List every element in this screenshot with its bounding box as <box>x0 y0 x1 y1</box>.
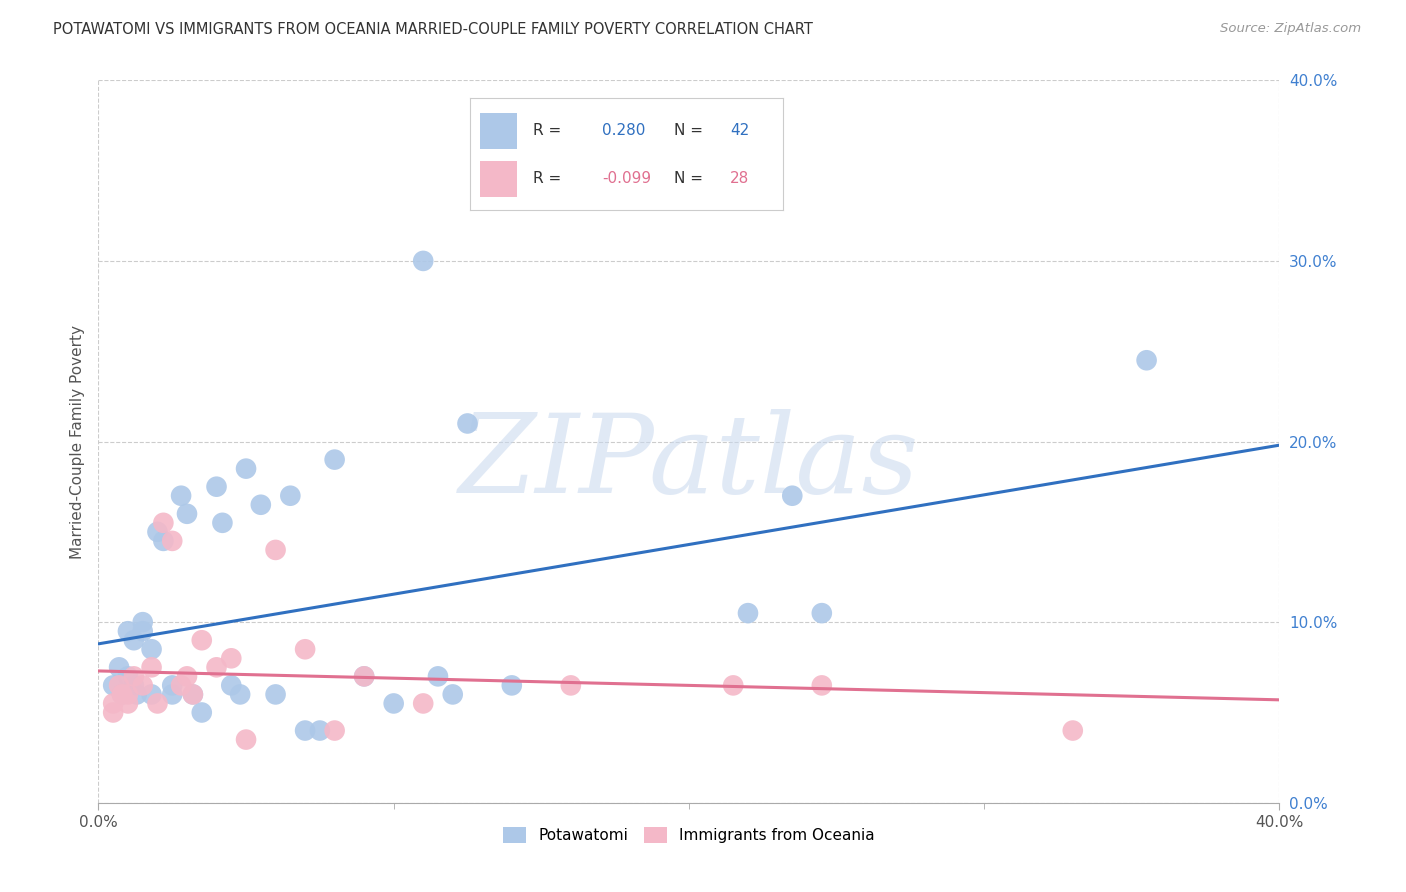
Point <box>117 669 139 683</box>
Point <box>723 678 745 692</box>
Point <box>191 633 214 648</box>
Point <box>235 461 257 475</box>
Point <box>412 254 434 268</box>
Point <box>162 678 183 692</box>
Point <box>108 678 131 692</box>
Text: POTAWATOMI VS IMMIGRANTS FROM OCEANIA MARRIED-COUPLE FAMILY POVERTY CORRELATION : POTAWATOMI VS IMMIGRANTS FROM OCEANIA MA… <box>53 22 813 37</box>
Point <box>221 678 243 692</box>
Point <box>441 687 464 701</box>
Point <box>132 615 155 630</box>
Point <box>162 533 183 548</box>
Point <box>122 669 145 683</box>
Point <box>170 489 193 503</box>
Point <box>1062 723 1084 738</box>
Point <box>294 642 316 657</box>
Point <box>141 660 163 674</box>
Point <box>737 606 759 620</box>
Point <box>191 706 214 720</box>
Point <box>782 489 804 503</box>
Point <box>294 723 316 738</box>
Point <box>146 697 169 711</box>
Point <box>810 678 832 692</box>
Legend: Potawatomi, Immigrants from Oceania: Potawatomi, Immigrants from Oceania <box>498 822 880 849</box>
Point <box>205 660 228 674</box>
Point <box>132 678 155 692</box>
Point <box>309 723 332 738</box>
Point <box>382 697 405 711</box>
Y-axis label: Married-Couple Family Poverty: Married-Couple Family Poverty <box>69 325 84 558</box>
Point <box>103 697 125 711</box>
Point <box>1136 353 1159 368</box>
Point <box>810 606 832 620</box>
Point <box>264 687 287 701</box>
Point <box>264 542 287 557</box>
Point <box>132 624 155 639</box>
Point <box>560 678 582 692</box>
Point <box>235 732 257 747</box>
Point <box>152 533 174 548</box>
Point <box>181 687 204 701</box>
Point <box>323 452 346 467</box>
Point <box>162 687 183 701</box>
Text: ZIPatlas: ZIPatlas <box>458 409 920 517</box>
Point <box>117 624 139 639</box>
Point <box>170 678 193 692</box>
Point <box>111 687 134 701</box>
Point <box>176 507 198 521</box>
Point <box>103 706 125 720</box>
Point <box>323 723 346 738</box>
Point <box>211 516 233 530</box>
Point <box>353 669 375 683</box>
Point <box>146 524 169 539</box>
Point <box>103 678 125 692</box>
Point <box>427 669 450 683</box>
Point <box>353 669 375 683</box>
Point <box>141 687 163 701</box>
Point <box>205 480 228 494</box>
Point <box>122 633 145 648</box>
Point <box>250 498 273 512</box>
Point <box>229 687 252 701</box>
Point <box>152 516 174 530</box>
Point <box>111 687 134 701</box>
Point <box>176 669 198 683</box>
Point <box>412 697 434 711</box>
Text: Source: ZipAtlas.com: Source: ZipAtlas.com <box>1220 22 1361 36</box>
Point <box>108 660 131 674</box>
Point <box>117 687 139 701</box>
Point <box>181 687 204 701</box>
Point <box>280 489 302 503</box>
Point <box>122 678 145 692</box>
Point <box>117 697 139 711</box>
Point <box>125 687 148 701</box>
Point <box>457 417 479 431</box>
Point <box>501 678 523 692</box>
Point <box>141 642 163 657</box>
Point <box>221 651 243 665</box>
